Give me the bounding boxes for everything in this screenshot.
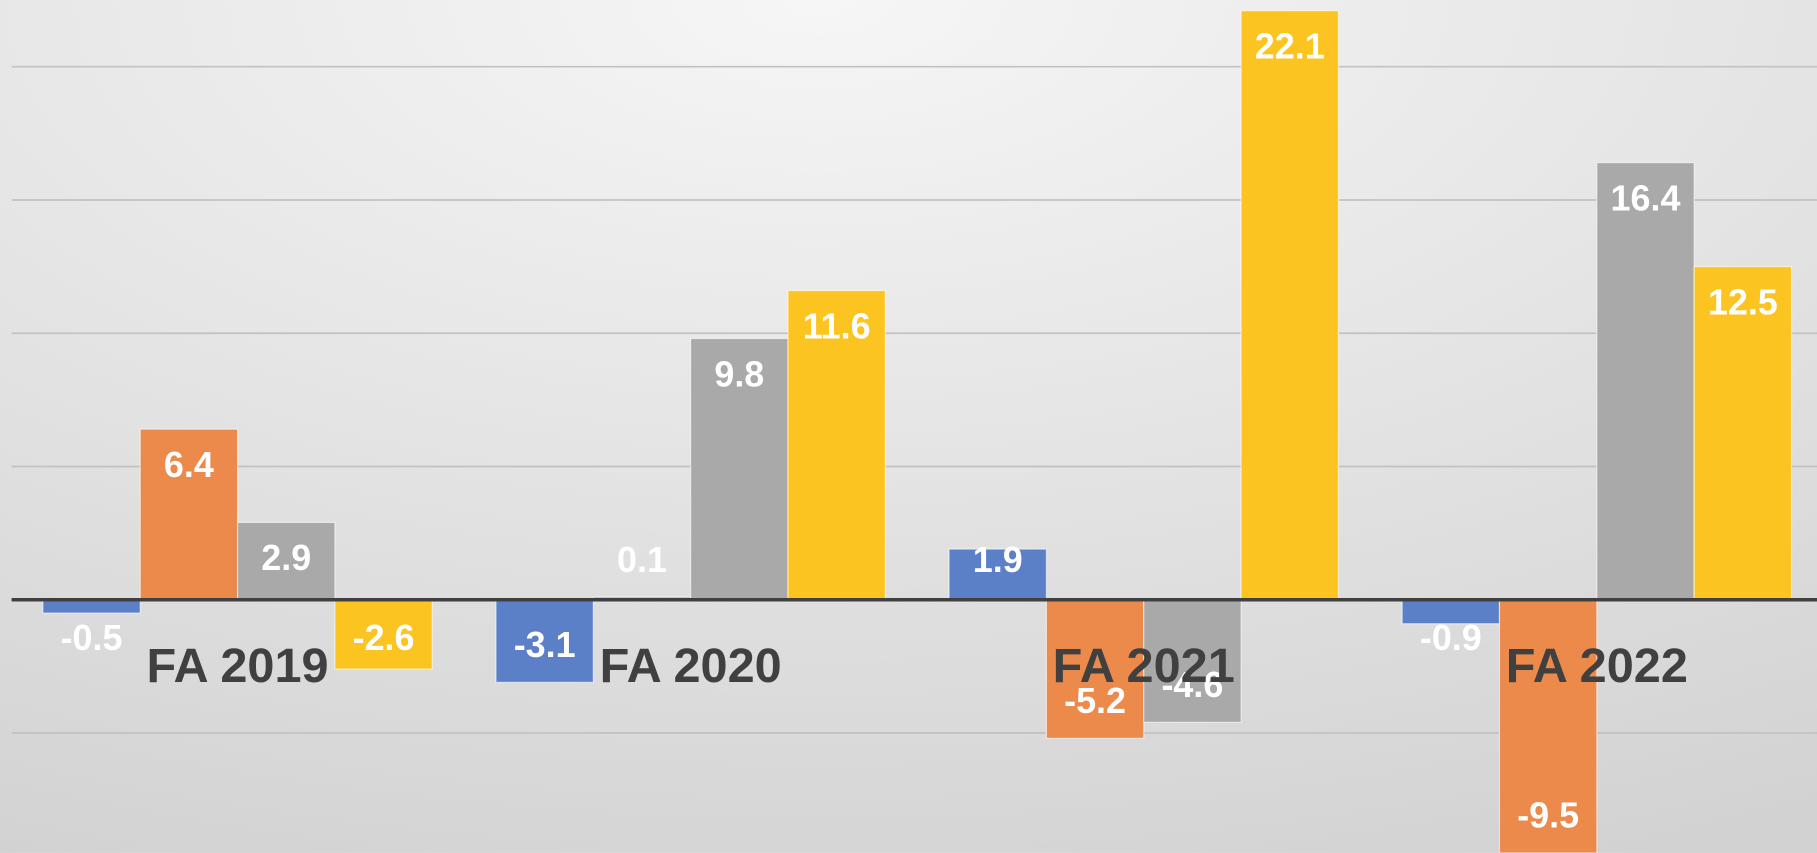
data-label: -0.9 — [1420, 617, 1482, 658]
data-label: -0.5 — [61, 617, 123, 658]
data-label: -4.6 — [1161, 664, 1223, 705]
bar — [1596, 162, 1695, 601]
bar — [495, 599, 594, 683]
data-label: 11.6 — [803, 305, 871, 346]
data-label: -5.2 — [1064, 680, 1126, 721]
bar — [139, 428, 239, 601]
x-tick-label: FA 2021 — [1053, 639, 1235, 693]
bar — [1240, 10, 1339, 601]
data-label: 1.9 — [973, 539, 1023, 580]
bar — [42, 599, 141, 614]
data-label: -2.6 — [353, 617, 415, 658]
x-tick-label: FA 2022 — [1506, 639, 1688, 693]
bar — [948, 548, 1047, 601]
data-label: 2.9 — [261, 537, 311, 578]
data-label: 0.1 — [617, 539, 667, 580]
bar — [334, 599, 433, 670]
data-label: 16.4 — [1611, 177, 1681, 218]
data-label: 9.8 — [714, 353, 764, 394]
x-tick-label: FA 2019 — [146, 639, 328, 693]
data-label: 6.4 — [164, 444, 214, 485]
data-label: 12.5 — [1708, 281, 1778, 322]
data-label: -9.5 — [1517, 795, 1579, 836]
bar — [787, 289, 886, 601]
x-tick-label: FA 2020 — [600, 639, 782, 693]
bar — [236, 521, 336, 601]
data-label: -3.1 — [514, 624, 576, 665]
data-label: 22.1 — [1255, 25, 1325, 66]
bar — [1045, 599, 1145, 739]
bar — [1498, 599, 1598, 853]
bar — [1143, 599, 1242, 723]
